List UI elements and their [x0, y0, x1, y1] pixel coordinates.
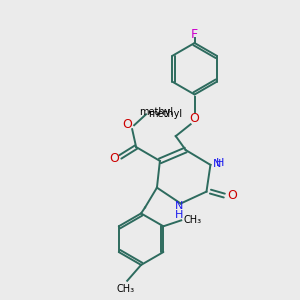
Text: H: H [216, 158, 224, 168]
Text: N: N [212, 159, 221, 169]
Text: methyl: methyl [148, 109, 182, 119]
Text: O: O [227, 189, 237, 202]
Text: methyl: methyl [139, 107, 173, 117]
Text: O: O [190, 112, 200, 125]
Text: N: N [175, 202, 183, 212]
Text: F: F [191, 28, 198, 40]
Text: CH₃: CH₃ [183, 215, 201, 225]
Text: O: O [110, 152, 119, 165]
Text: H: H [175, 210, 183, 220]
Text: CH₃: CH₃ [116, 284, 134, 294]
Text: O: O [122, 118, 132, 131]
